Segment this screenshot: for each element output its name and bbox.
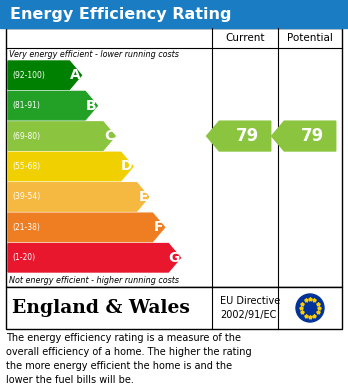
Text: F: F: [154, 221, 164, 234]
Text: E: E: [138, 190, 148, 204]
Polygon shape: [8, 61, 81, 90]
Text: the more energy efficient the home is and the: the more energy efficient the home is an…: [6, 361, 232, 371]
Text: (55-68): (55-68): [12, 162, 40, 171]
Text: (21-38): (21-38): [12, 223, 40, 232]
Text: (92-100): (92-100): [12, 71, 45, 80]
Text: EU Directive: EU Directive: [220, 296, 280, 306]
Polygon shape: [8, 213, 165, 242]
Polygon shape: [8, 91, 97, 120]
Polygon shape: [207, 121, 271, 151]
Text: 2002/91/EC: 2002/91/EC: [220, 310, 276, 320]
Text: C: C: [104, 129, 114, 143]
Text: Energy Efficiency Rating: Energy Efficiency Rating: [10, 7, 231, 22]
Text: 79: 79: [236, 127, 259, 145]
Text: England & Wales: England & Wales: [12, 299, 190, 317]
Polygon shape: [8, 122, 115, 150]
Text: 79: 79: [301, 127, 324, 145]
Text: G: G: [168, 251, 180, 265]
Text: (1-20): (1-20): [12, 253, 35, 262]
Text: (69-80): (69-80): [12, 131, 40, 141]
Bar: [0, 0, 348, 28]
Polygon shape: [8, 152, 133, 181]
Text: B: B: [86, 99, 96, 113]
Text: Not energy efficient - higher running costs: Not energy efficient - higher running co…: [9, 276, 179, 285]
Text: Current: Current: [225, 33, 265, 43]
Polygon shape: [271, 121, 336, 151]
Text: overall efficiency of a home. The higher the rating: overall efficiency of a home. The higher…: [6, 347, 252, 357]
Polygon shape: [8, 244, 181, 272]
Bar: [6, 287, 342, 329]
Text: Potential: Potential: [287, 33, 333, 43]
Bar: [6, 28, 342, 287]
Text: (39-54): (39-54): [12, 192, 40, 201]
Text: (81-91): (81-91): [12, 101, 40, 110]
Text: D: D: [120, 160, 132, 174]
Polygon shape: [8, 183, 149, 211]
Text: The energy efficiency rating is a measure of the: The energy efficiency rating is a measur…: [6, 333, 241, 343]
Text: A: A: [70, 68, 80, 82]
Text: lower the fuel bills will be.: lower the fuel bills will be.: [6, 375, 134, 385]
Text: Very energy efficient - lower running costs: Very energy efficient - lower running co…: [9, 50, 179, 59]
Circle shape: [296, 294, 324, 322]
